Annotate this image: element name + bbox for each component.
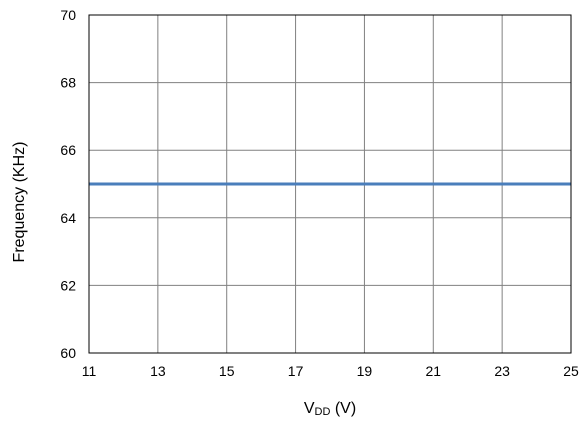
y-tick-label: 70 [60,7,76,23]
tick-layer: 11 13 15 17 19 21 23 25 60 62 64 66 68 70 [60,7,579,379]
plot-frame [88,14,572,354]
y-tick-label: 60 [60,345,76,361]
x-tick-label: 11 [82,363,97,379]
x-tick-label: 21 [425,363,441,379]
x-axis-title-main: V [304,400,315,417]
y-tick-label: 62 [60,277,76,293]
x-axis-title-subscript: DD [315,406,331,418]
x-tick-label: 19 [357,363,373,379]
x-tick-label: 15 [219,363,235,379]
x-tick-label: 25 [563,363,579,379]
x-tick-label: 23 [494,363,510,379]
y-axis-title: Frequency (KHz) [11,142,28,263]
y-tick-label: 68 [60,75,76,91]
x-tick-label: 13 [150,363,166,379]
y-tick-label: 66 [60,142,76,158]
x-axis-title-unit: (V) [330,400,356,417]
y-tick-label: 64 [60,210,76,226]
x-tick-label: 17 [288,363,304,379]
x-axis-title: VDD (V) [304,400,356,418]
